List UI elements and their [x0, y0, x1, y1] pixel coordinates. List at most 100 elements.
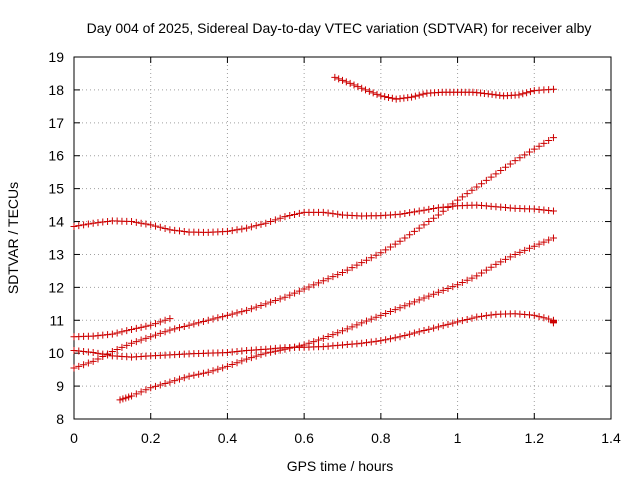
data-point-marker	[401, 234, 409, 242]
data-point-marker	[439, 286, 447, 294]
data-point-marker	[540, 139, 548, 147]
x-tick-label: 0	[70, 430, 78, 446]
data-point-marker	[362, 86, 370, 94]
data-point-marker	[492, 170, 500, 178]
data-point-marker	[420, 327, 428, 335]
data-point-marker	[362, 339, 370, 347]
data-point-marker	[473, 183, 481, 191]
y-tick-label: 17	[48, 115, 64, 131]
grid	[74, 57, 611, 419]
data-point-marker	[199, 318, 207, 326]
data-point-marker	[305, 283, 313, 291]
data-point-marker	[204, 316, 212, 324]
data-point-marker	[137, 219, 145, 227]
data-point-marker	[396, 304, 404, 312]
data-point-marker	[252, 303, 260, 311]
data-point-marker	[502, 163, 510, 171]
data-point-marker	[295, 342, 303, 350]
data-point-marker	[430, 214, 438, 222]
data-point-marker	[454, 196, 462, 204]
data-point-marker	[377, 337, 385, 345]
data-point-marker	[401, 331, 409, 339]
data-point-marker	[219, 313, 227, 321]
data-point-marker	[190, 371, 198, 379]
data-point-marker	[80, 361, 88, 369]
data-point-marker	[372, 251, 380, 259]
data-point-marker	[108, 330, 116, 338]
data-point-marker	[334, 210, 342, 218]
data-point-marker	[362, 256, 370, 264]
data-point-marker	[545, 236, 553, 244]
data-point-marker	[415, 328, 423, 336]
data-point-marker	[358, 319, 366, 327]
data-point-marker	[353, 261, 361, 269]
data-point-marker	[300, 285, 308, 293]
x-tick-label: 1.4	[601, 430, 621, 446]
data-point-marker	[425, 205, 433, 213]
data-point-marker	[180, 228, 188, 235]
data-point-marker	[497, 258, 505, 266]
data-point-marker	[286, 344, 294, 352]
data-point-marker	[535, 313, 543, 321]
data-point-marker	[214, 365, 222, 373]
data-point-marker	[519, 90, 527, 98]
data-point-marker	[185, 372, 193, 380]
data-point-marker	[175, 324, 183, 332]
data-point-marker	[434, 323, 442, 331]
data-point-marker	[373, 90, 381, 98]
data-point-marker	[89, 349, 97, 357]
data-point-marker	[286, 291, 294, 299]
data-point-marker	[549, 207, 557, 215]
data-point-marker	[458, 317, 466, 325]
data-point-marker	[319, 334, 327, 342]
data-point-marker	[463, 315, 471, 323]
data-point-marker	[262, 300, 270, 308]
data-point-marker	[549, 134, 557, 142]
data-point-marker	[271, 347, 279, 355]
data-point-marker	[94, 349, 102, 357]
data-point-marker	[354, 83, 362, 91]
data-point-marker	[406, 330, 414, 338]
data-point-marker	[291, 210, 299, 218]
data-point-marker	[365, 87, 373, 95]
data-point-marker	[252, 222, 260, 230]
data-point-marker	[367, 254, 375, 262]
data-point-marker	[425, 325, 433, 333]
data-point-marker	[530, 311, 538, 319]
data-point-marker	[247, 354, 255, 362]
data-point-marker	[147, 321, 155, 329]
data-point-marker	[247, 305, 255, 313]
data-point-marker	[113, 345, 121, 353]
data-point-marker	[549, 234, 557, 242]
data-point-marker	[391, 240, 399, 248]
data-point-marker	[291, 289, 299, 297]
data-point-marker	[367, 315, 375, 323]
data-point-marker	[406, 231, 414, 239]
data-point-marker	[156, 381, 164, 389]
data-point-marker	[132, 324, 140, 332]
data-point-marker	[122, 394, 130, 402]
data-point-marker	[152, 222, 160, 230]
data-point-marker	[410, 227, 418, 235]
y-tick-label: 14	[48, 214, 64, 230]
data-point-marker	[415, 207, 423, 215]
data-point-marker	[406, 300, 414, 308]
data-point-marker	[487, 311, 495, 319]
data-point-marker	[161, 316, 169, 324]
data-point-marker	[506, 253, 514, 261]
data-point-marker	[190, 320, 198, 328]
data-point-marker	[209, 315, 217, 323]
data-point-marker	[75, 222, 83, 230]
data-point-marker	[449, 283, 457, 291]
data-point-marker	[353, 321, 361, 329]
x-tick-labels: 0 0.2 0.4 0.6 0.8 1 1.2 1.4	[70, 430, 621, 446]
data-point-marker	[185, 321, 193, 329]
data-point-marker	[420, 206, 428, 214]
y-axis-label: SDTVAR / TECUs	[5, 182, 21, 294]
data-point-marker	[449, 319, 457, 327]
data-point-marker	[116, 396, 124, 404]
data-point-marker	[166, 378, 174, 386]
data-point-marker	[540, 314, 548, 322]
data-point-marker	[348, 264, 356, 272]
data-point-marker	[473, 272, 481, 280]
